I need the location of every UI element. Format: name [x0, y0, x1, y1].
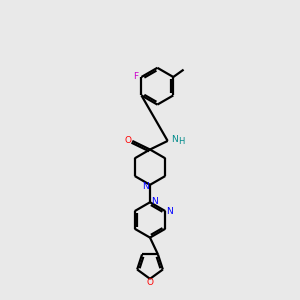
Text: O: O — [146, 278, 154, 287]
Text: H: H — [178, 137, 184, 146]
Text: N: N — [142, 182, 149, 190]
Text: O: O — [125, 136, 132, 145]
Text: F: F — [134, 72, 139, 81]
Text: N: N — [171, 135, 178, 144]
Text: N: N — [166, 207, 173, 216]
Text: N: N — [151, 196, 158, 206]
